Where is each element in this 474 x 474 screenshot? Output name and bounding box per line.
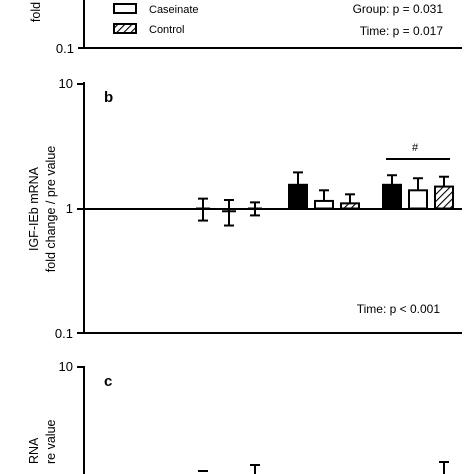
bar-hydrolysate-3 (382, 183, 402, 210)
panel-c-y-tick-label-10: 10 (59, 359, 73, 374)
panel-c-letter: c (104, 373, 112, 390)
panel-c-visible-error-caps (198, 461, 449, 474)
panel-b-ylabel-line1: IGF-IEb mRNA (27, 166, 41, 251)
panel-b-y-tick-label-1: 1 (66, 201, 73, 216)
panel-c-ylabel-line1: RNA (27, 437, 41, 464)
bar-control-3 (434, 185, 454, 210)
bar-caseinate-2 (314, 199, 334, 210)
panel-a-stat-time: Time: p = 0.017 (360, 24, 444, 38)
legend-label-control: Control (149, 24, 184, 36)
bar-hydrolysate-2 (288, 183, 308, 210)
panel-b-stat-time: Time: p < 0.001 (357, 302, 441, 316)
bar-control-2 (340, 202, 360, 210)
panel-c: 10 c RNA re value (27, 359, 449, 474)
panel-a: 0.1 fold Caseinate Control Group: p = 0.… (29, 0, 462, 56)
panel-b-y-tick-label-10: 10 (59, 76, 73, 91)
legend-label-caseinate: Caseinate (149, 4, 199, 16)
panel-c-ylabel-line2: re value (44, 419, 58, 464)
panel-b-significance-mark: # (412, 142, 419, 154)
bar-caseinate-3 (408, 189, 428, 210)
legend-swatch-control (113, 23, 137, 34)
panel-b-bars (196, 171, 454, 227)
panel-a-ylabel: fold (29, 2, 43, 22)
legend-swatch-caseinate (113, 3, 137, 14)
panel-b-letter: b (104, 89, 113, 106)
panel-a-y-tick-label: 0.1 (56, 41, 74, 56)
panel-b-ylabel-line2: fold change / pre value (44, 146, 58, 273)
panel-b: 10 1 0.1 b IGF-IEb mRNA fold change / pr… (27, 76, 462, 341)
panel-b-y-tick-label-0.1: 0.1 (55, 326, 73, 341)
panel-a-stat-group: Group: p = 0.031 (353, 2, 444, 16)
